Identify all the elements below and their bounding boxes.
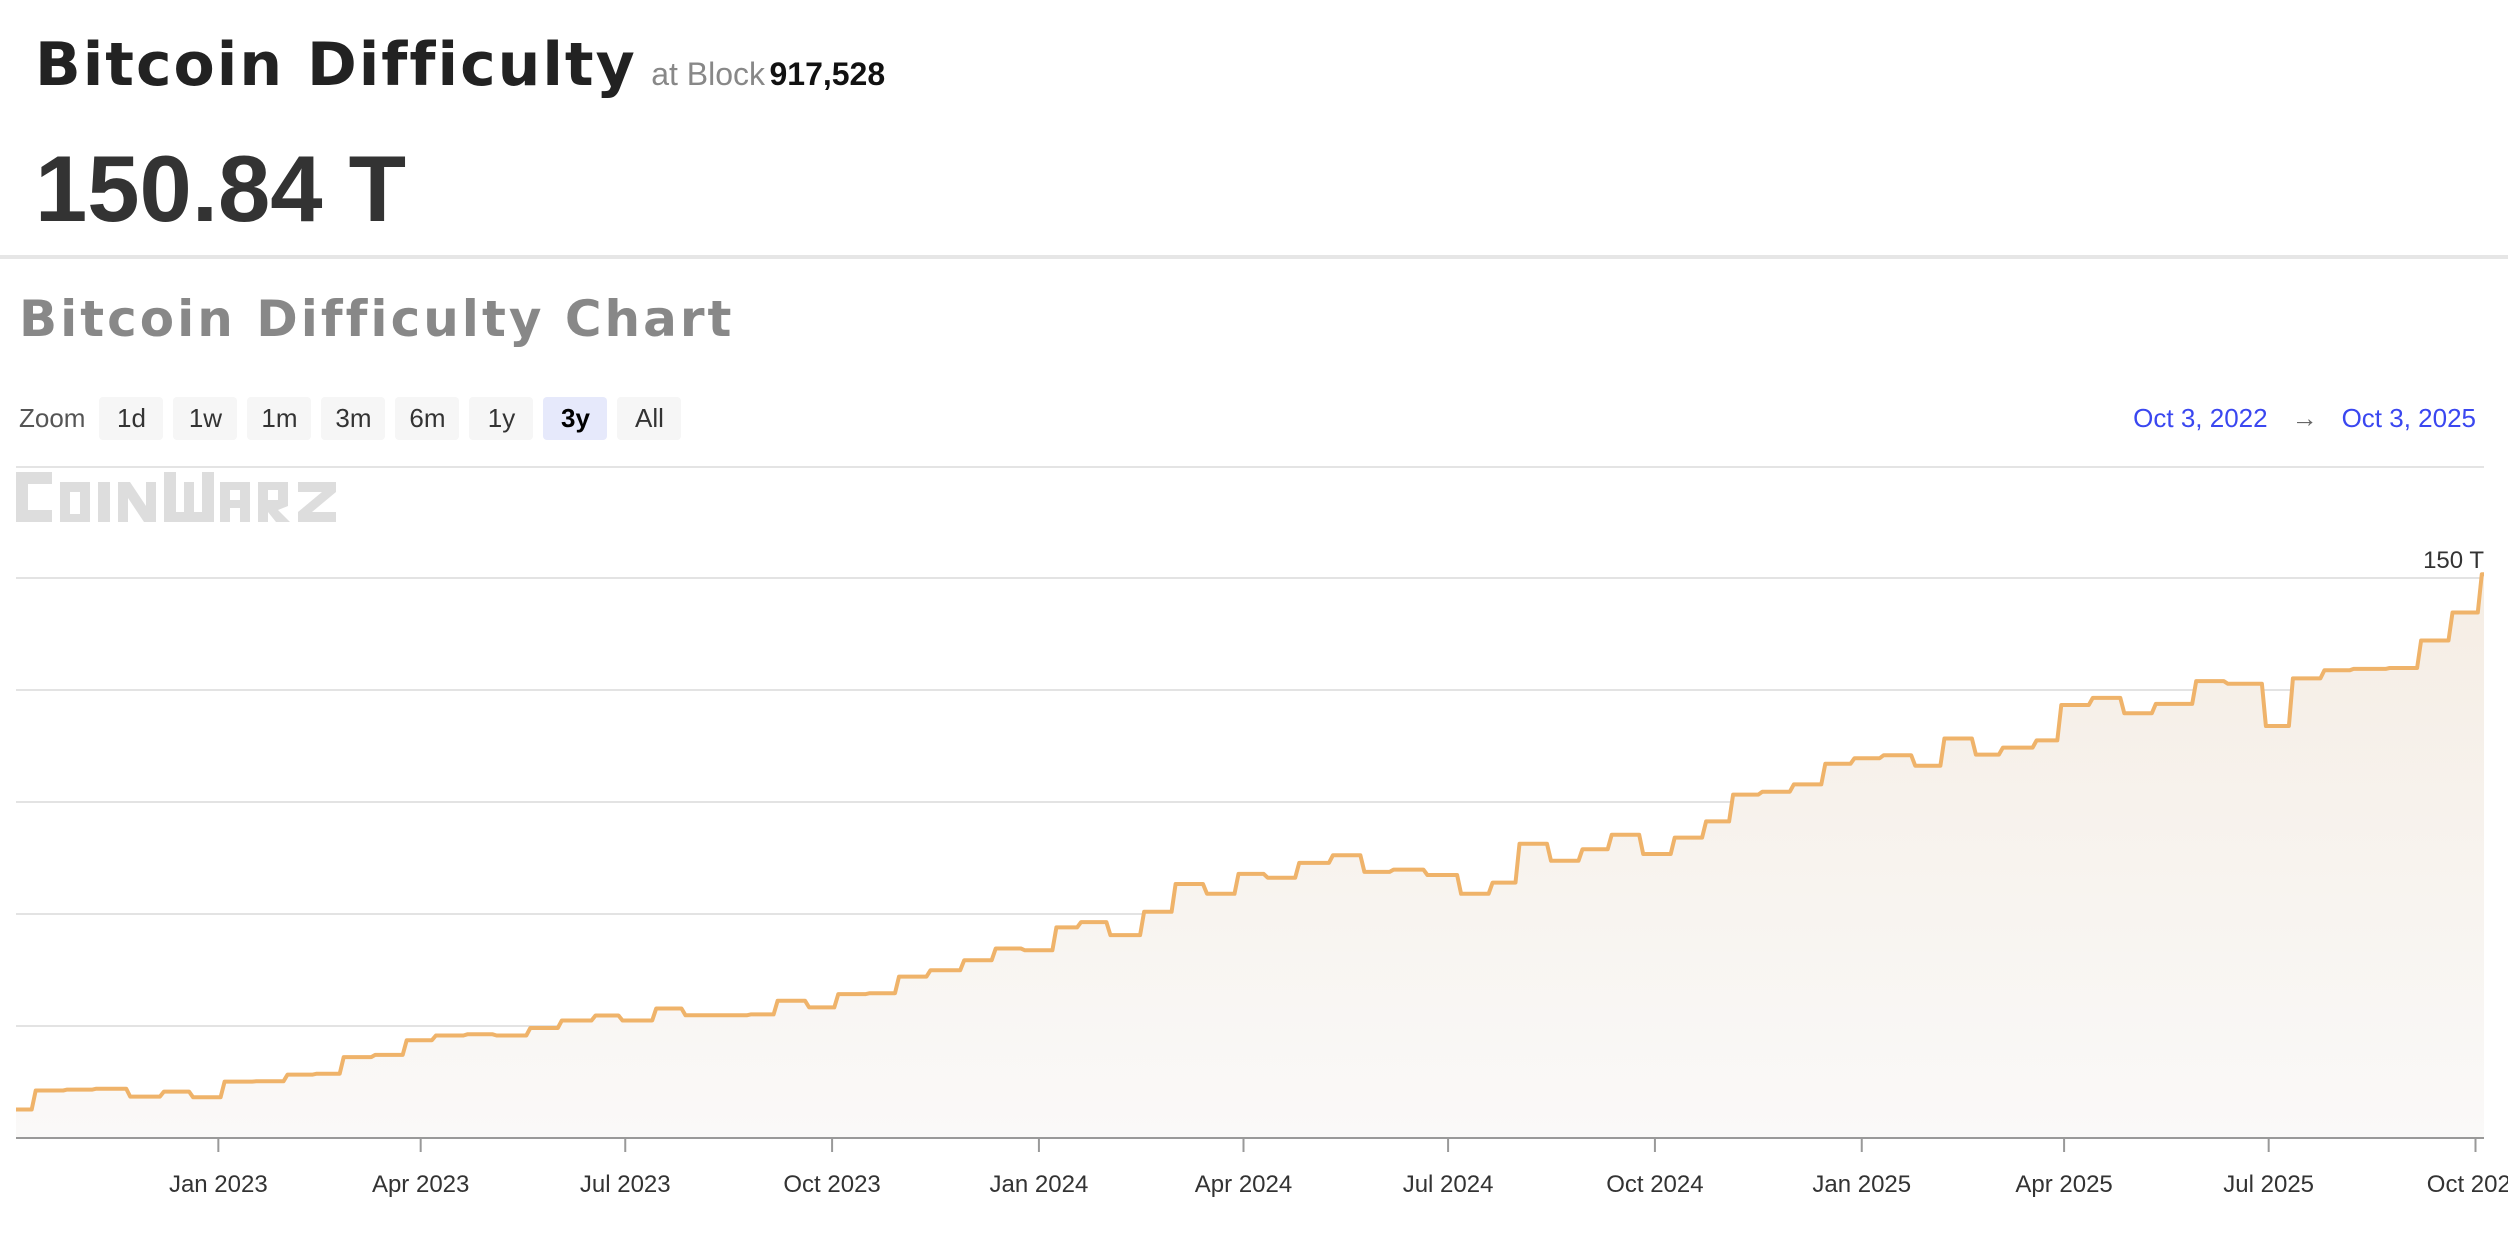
arrow-right-icon: →	[2291, 403, 2318, 433]
zoom-button-3m[interactable]: 3m	[321, 397, 386, 440]
x-tick-label: Oct 2024	[1606, 1171, 1703, 1198]
x-tick-label: Oct 2023	[783, 1171, 880, 1198]
x-tick-label: Apr 2025	[2015, 1171, 2112, 1198]
x-tick-label: Jan 2023	[169, 1171, 268, 1198]
date-range: Oct 3, 2022 → Oct 3, 2025	[2133, 403, 2476, 434]
x-tick-label: Jul 2023	[580, 1171, 671, 1198]
x-tick-label: Jan 2024	[990, 1171, 1089, 1198]
page-title: Bitcoin Difficulty at Block 917,528	[35, 30, 885, 100]
area-fill	[16, 574, 2484, 1138]
coinwarz-watermark-logo	[16, 472, 336, 522]
zoom-button-1w[interactable]: 1w	[173, 397, 238, 440]
x-tick-label: Jan 2025	[1812, 1171, 1911, 1198]
zoom-controls: Zoom 1d 1w 1m 3m 6m 1y 3y All	[19, 397, 682, 440]
zoom-button-1d[interactable]: 1d	[99, 397, 164, 440]
x-tick-label: Jul 2025	[2223, 1171, 2314, 1198]
range-from[interactable]: Oct 3, 2022	[2133, 403, 2268, 433]
page-title-text: Bitcoin Difficulty	[35, 30, 637, 100]
x-tick-label: Jul 2024	[1403, 1171, 1494, 1198]
x-tick-label: Apr 2023	[372, 1171, 469, 1198]
at-block-label: at Block	[651, 56, 766, 92]
range-to[interactable]: Oct 3, 2025	[2341, 403, 2476, 433]
block-height: 917,528	[769, 56, 886, 92]
zoom-button-1y[interactable]: 1y	[469, 397, 534, 440]
zoom-label: Zoom	[19, 403, 86, 433]
divider	[16, 466, 2484, 468]
x-tick-label: Apr 2024	[1195, 1171, 1292, 1198]
chart-title: Bitcoin Difficulty Chart	[19, 290, 735, 348]
current-difficulty: 150.84 T	[35, 136, 407, 241]
zoom-button-3y[interactable]: 3y	[543, 397, 608, 440]
difficulty-line	[16, 572, 2484, 1112]
zoom-button-1m[interactable]: 1m	[247, 397, 312, 440]
zoom-button-6m[interactable]: 6m	[395, 397, 460, 440]
y-tick-label: 150 T	[2423, 547, 2484, 574]
x-tick-label: Oct 2025	[2427, 1171, 2508, 1198]
divider	[0, 255, 2508, 259]
zoom-button-all[interactable]: All	[617, 397, 682, 440]
